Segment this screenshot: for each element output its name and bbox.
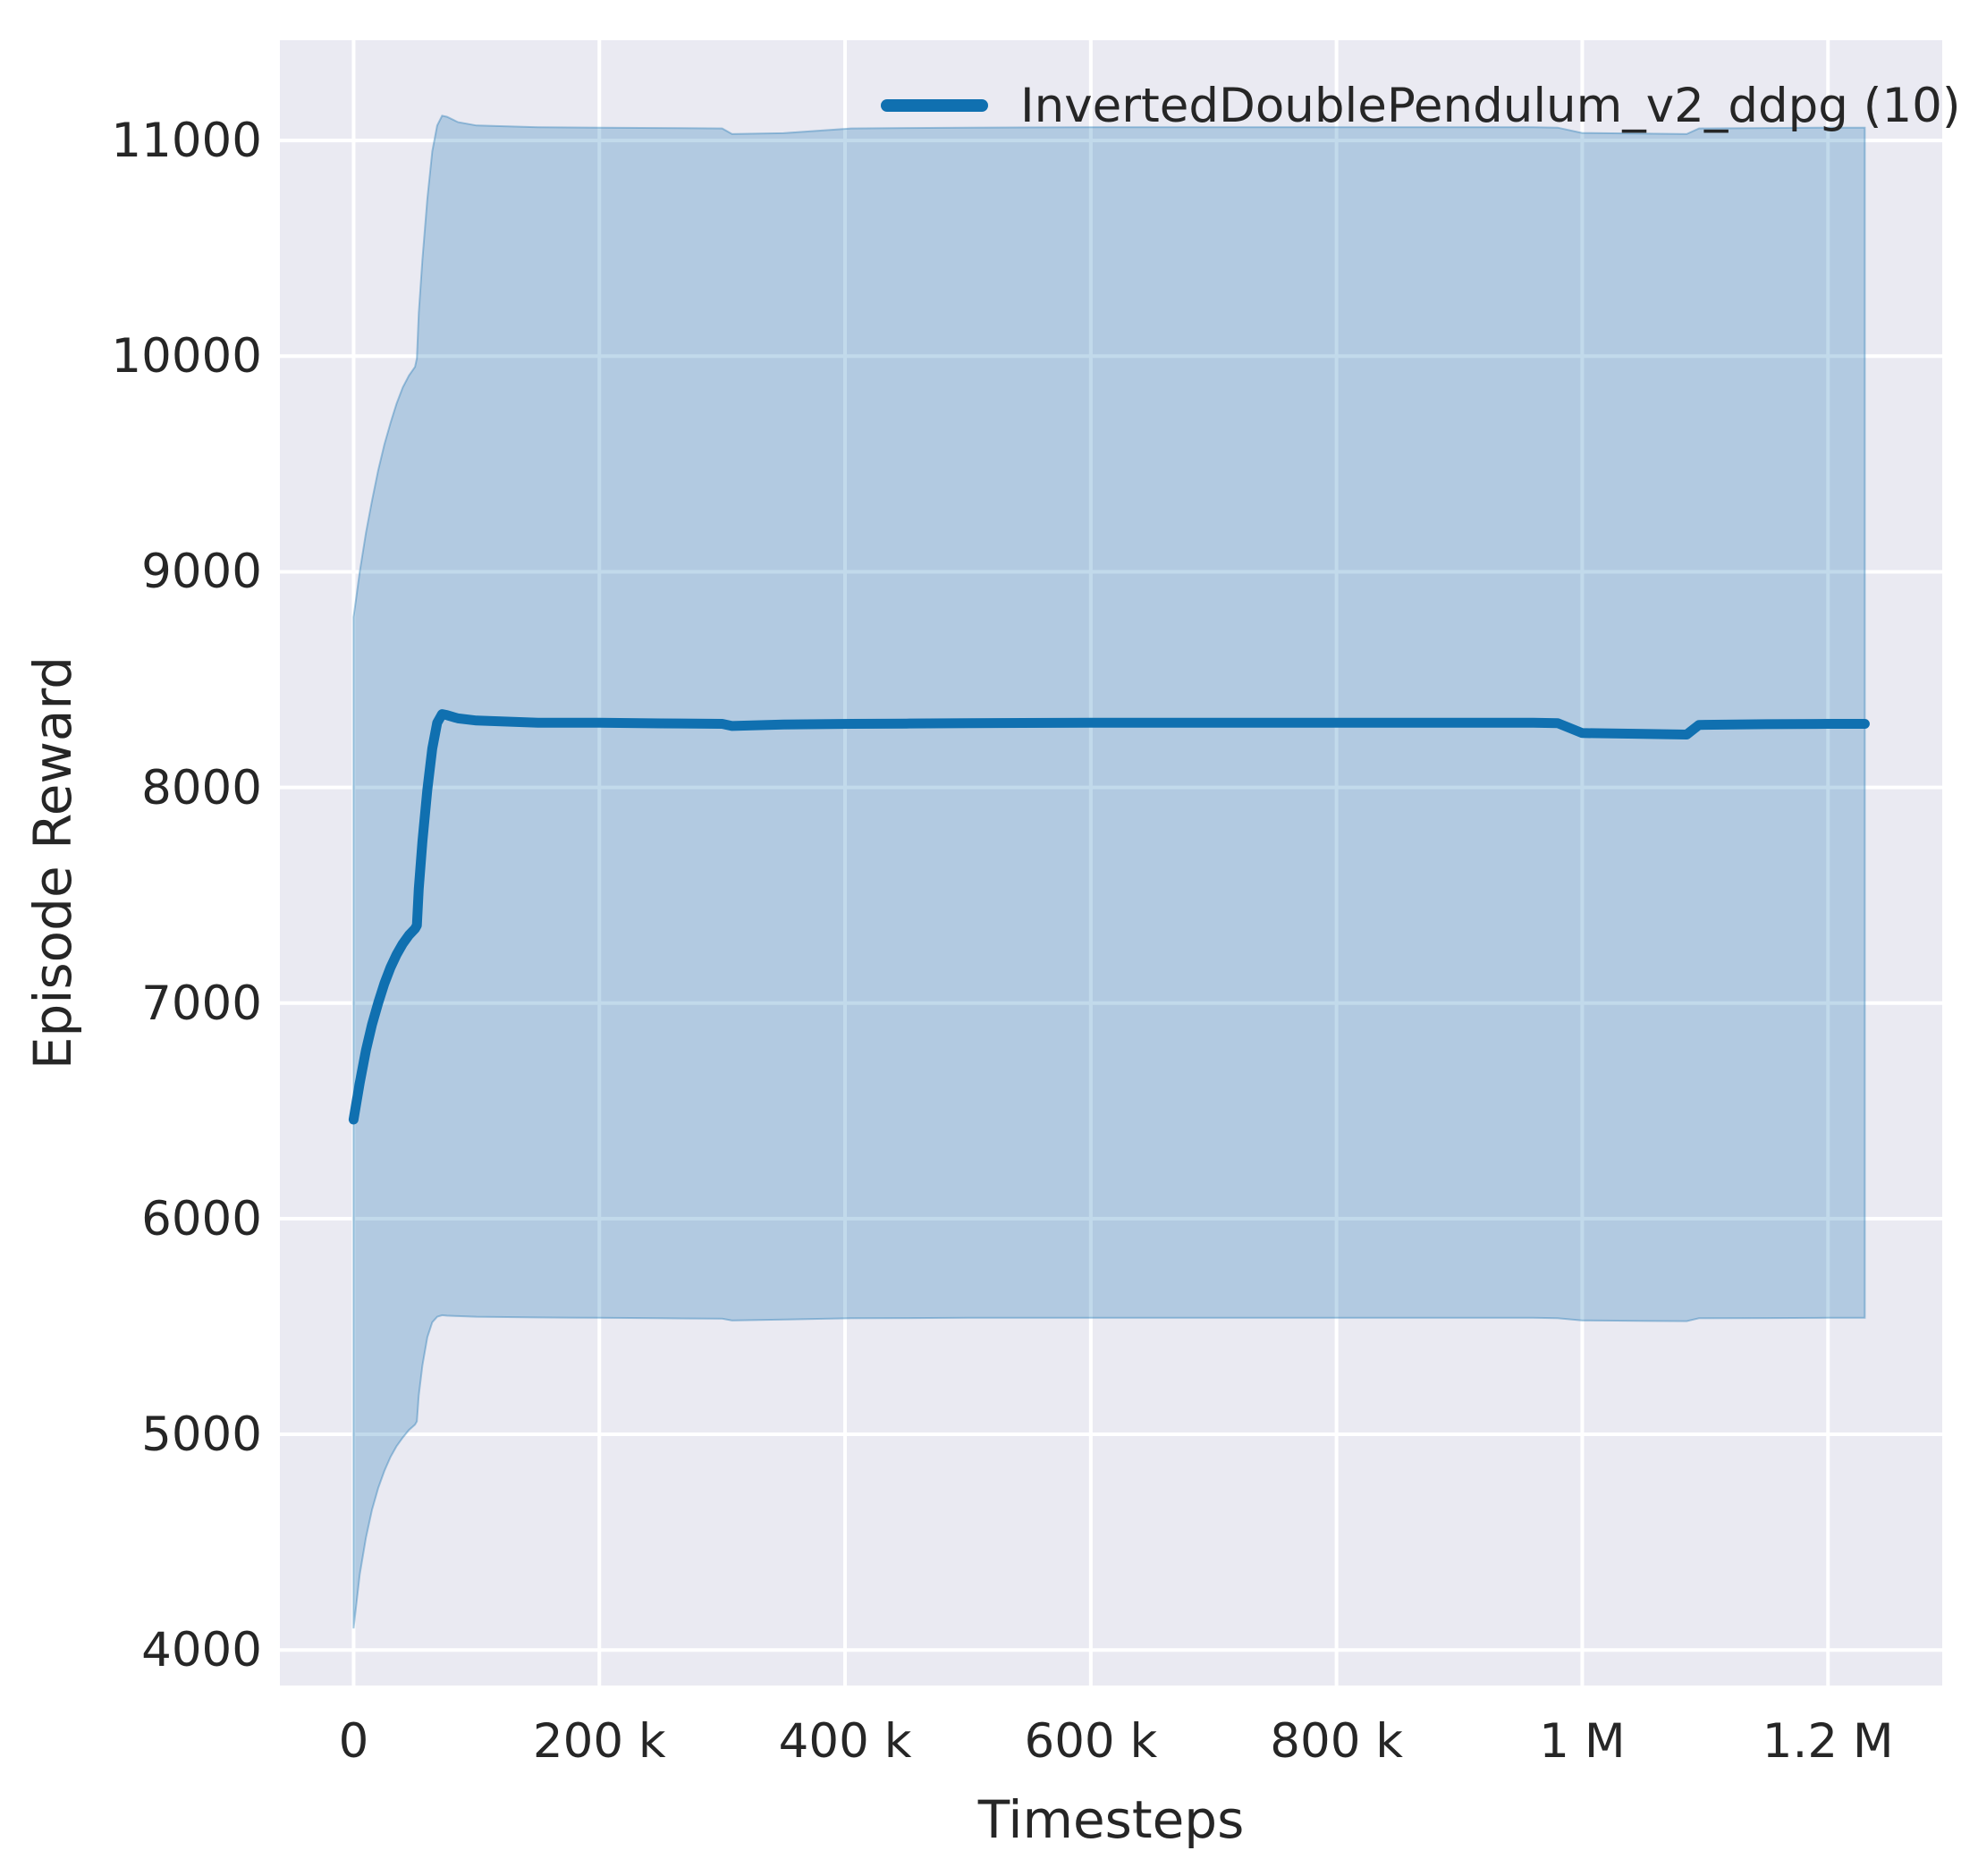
y-tick-label: 10000 <box>111 329 262 384</box>
x-tick-label: 600 k <box>1024 1714 1158 1769</box>
y-tick-label: 9000 <box>141 545 262 600</box>
x-tick-label: 0 <box>338 1714 369 1769</box>
y-tick-label: 4000 <box>141 1623 262 1678</box>
confidence-band <box>352 114 1866 1629</box>
y-tick-label: 7000 <box>141 976 262 1031</box>
legend: InvertedDoublePendulum_v2_ddpg (10) <box>881 79 1961 132</box>
y-tick-label: 6000 <box>141 1191 262 1246</box>
y-axis-title: Episode Reward <box>22 655 83 1070</box>
legend-line-swatch <box>881 99 988 112</box>
y-tick-label: 8000 <box>141 760 262 815</box>
legend-series-label: InvertedDoublePendulum_v2_ddpg (10) <box>1020 78 1961 133</box>
x-tick-label: 400 k <box>778 1714 912 1769</box>
x-tick-label: 200 k <box>532 1714 666 1769</box>
x-tick-label: 1.2 M <box>1762 1714 1894 1769</box>
x-tick-label: 800 k <box>1270 1714 1403 1769</box>
x-axis-title: Timesteps <box>977 1789 1245 1850</box>
x-tick-label: 1 M <box>1539 1714 1626 1769</box>
y-tick-label: 11000 <box>111 114 262 169</box>
plot-background <box>280 40 1942 1686</box>
y-tick-label: 5000 <box>141 1407 262 1463</box>
mean-reward-line <box>348 709 1870 1125</box>
